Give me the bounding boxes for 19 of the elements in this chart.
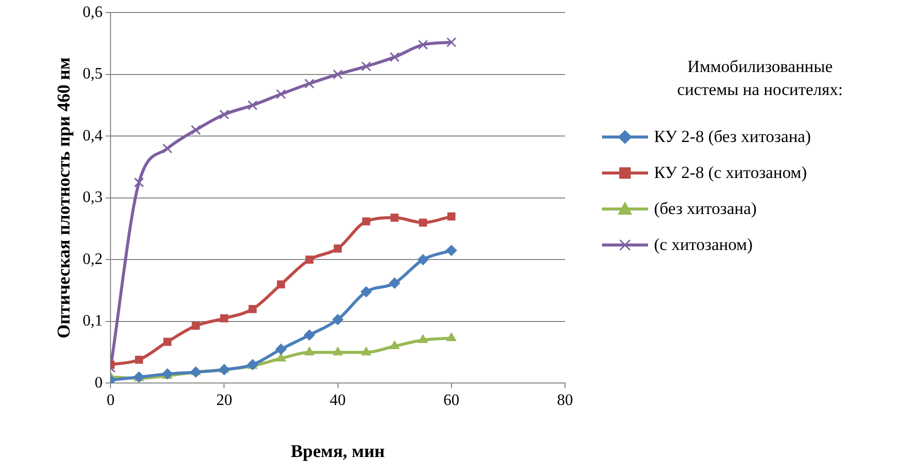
x-axis-title: Время, мин xyxy=(290,440,385,461)
y-tick-label: 0,1 xyxy=(82,312,103,330)
y-tick-label: 0,4 xyxy=(82,127,103,144)
y-tick-label: 0 xyxy=(94,374,103,392)
legend-title: Иммобилизованные системы на носителях: xyxy=(676,56,844,101)
legend-label: КУ 2-8 (без хитозана) xyxy=(654,127,811,147)
y-axis-title: Оптическая плотность при 460 нм xyxy=(53,57,74,338)
y-tick-label: 0,3 xyxy=(82,189,103,206)
y-tick-label: 0,5 xyxy=(82,66,103,83)
y-tick-label: 0,2 xyxy=(82,250,103,268)
x-tick-label: 20 xyxy=(216,392,232,410)
legend-label: КУ 2-8 (с хитозаном) xyxy=(654,163,807,183)
y-tick-label: 0,6 xyxy=(82,4,103,21)
x-tick-label: 60 xyxy=(443,392,460,410)
legend-label: (без хитозана) xyxy=(654,199,757,219)
legend-label: (с хитозаном) xyxy=(654,235,753,255)
x-tick-label: 80 xyxy=(557,392,573,410)
x-tick-label: 0 xyxy=(106,392,115,410)
x-tick-label: 40 xyxy=(330,392,346,410)
